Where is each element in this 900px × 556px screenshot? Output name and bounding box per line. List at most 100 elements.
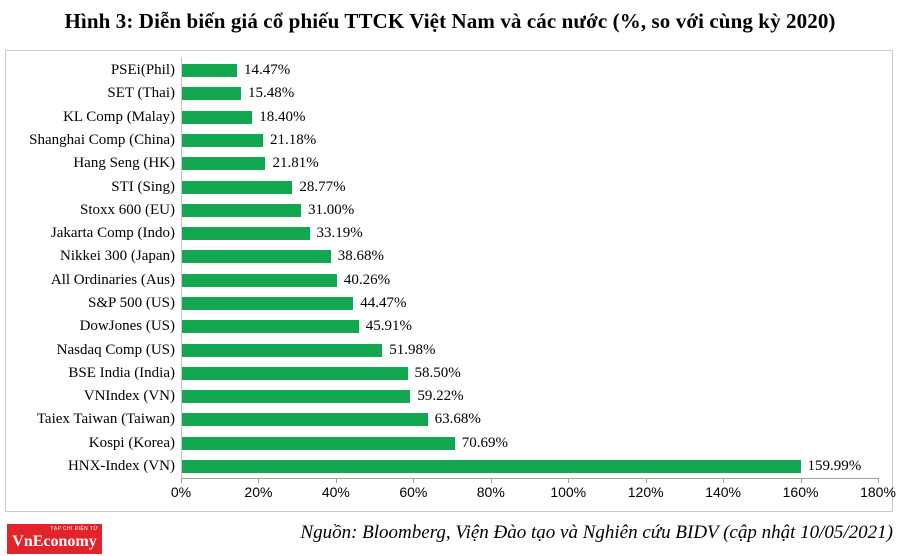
chart-row: Jakarta Comp (Indo) 33.19% bbox=[6, 222, 892, 245]
bar-track: 63.68% bbox=[181, 408, 878, 431]
category-label: All Ordinaries (Aus) bbox=[50, 271, 175, 288]
logo-tagline: TẠP CHÍ ĐIỆN TỬ bbox=[50, 526, 98, 532]
chart-row: Shanghai Comp (China) 21.18% bbox=[6, 129, 892, 152]
x-tick-label: 40% bbox=[321, 484, 350, 500]
chart-row: DowJones (US) 45.91% bbox=[6, 315, 892, 338]
value-label: 58.50% bbox=[414, 364, 461, 381]
x-tick bbox=[181, 479, 182, 483]
chart-title: Hình 3: Diễn biến giá cổ phiếu TTCK Việt… bbox=[64, 9, 836, 33]
category-label: S&P 500 (US) bbox=[88, 294, 175, 311]
value-label: 44.47% bbox=[360, 294, 407, 311]
bar-track: 40.26% bbox=[181, 269, 878, 292]
value-label: 31.00% bbox=[308, 201, 355, 218]
bar-track: 33.19% bbox=[181, 222, 878, 245]
category-label: Taiex Taiwan (Taiwan) bbox=[36, 411, 175, 428]
chart-rows: PSEi(Phil) 14.47% SET (Thai) 15.48% KL Comp … bbox=[6, 59, 892, 478]
chart-frame: PSEi(Phil) 14.47% SET (Thai) 15.48% KL Comp … bbox=[5, 50, 896, 512]
bar-track: 38.68% bbox=[181, 245, 878, 268]
bar-track: 70.69% bbox=[181, 432, 878, 455]
bar-track: 21.81% bbox=[181, 152, 878, 175]
x-tick bbox=[335, 479, 337, 483]
bar-track: 28.77% bbox=[181, 175, 878, 198]
chart-row: BSE India (India) 58.50% bbox=[6, 362, 892, 385]
x-tick-label: 60% bbox=[399, 484, 428, 500]
x-tick-label: 180% bbox=[860, 484, 896, 500]
bar bbox=[181, 366, 408, 380]
category-label: Kospi (Korea) bbox=[88, 434, 175, 451]
x-tick bbox=[723, 479, 725, 483]
x-tick bbox=[568, 479, 570, 483]
x-axis-line bbox=[181, 478, 879, 479]
value-label: 63.68% bbox=[434, 411, 481, 428]
chart-row: Stoxx 600 (EU) 31.00% bbox=[6, 199, 892, 222]
value-label: 51.98% bbox=[389, 341, 436, 358]
value-label: 159.99% bbox=[807, 457, 862, 474]
value-label: 59.22% bbox=[417, 388, 464, 405]
logo-text: VnEconomy bbox=[12, 533, 97, 550]
x-tick bbox=[800, 479, 802, 483]
chart-row: HNX-Index (VN) 159.99% bbox=[6, 455, 892, 478]
bar bbox=[181, 343, 383, 357]
bar bbox=[181, 296, 354, 310]
chart-row: Nasdaq Comp (US) 51.98% bbox=[6, 338, 892, 361]
value-label: 38.68% bbox=[337, 248, 385, 265]
bar bbox=[181, 110, 253, 124]
chart-row: All Ordinaries (Aus) 40.26% bbox=[6, 269, 892, 292]
category-label: KL Comp (Malay) bbox=[63, 108, 175, 125]
x-tick-label: 120% bbox=[627, 484, 664, 500]
x-tick bbox=[258, 479, 260, 483]
bar bbox=[181, 133, 263, 147]
value-label: 70.69% bbox=[461, 434, 508, 451]
x-tick-label: 100% bbox=[550, 484, 587, 500]
x-tick-label: 160% bbox=[782, 484, 819, 500]
bar bbox=[181, 64, 238, 78]
chart-row: PSEi(Phil) 14.47% bbox=[6, 59, 892, 82]
chart-row: Kospi (Korea) 70.69% bbox=[6, 432, 892, 455]
bar-track: 21.18% bbox=[181, 129, 878, 152]
bar-track: 51.98% bbox=[181, 338, 878, 361]
chart-row: SET (Thai) 15.48% bbox=[6, 82, 892, 105]
category-label: VNIndex (VN) bbox=[83, 388, 175, 405]
bar bbox=[181, 157, 266, 171]
value-label: 21.18% bbox=[270, 131, 317, 148]
bar bbox=[181, 459, 801, 473]
bar bbox=[181, 250, 331, 264]
bar bbox=[181, 436, 455, 450]
category-label: Nasdaq Comp (US) bbox=[56, 341, 175, 358]
category-label: Jakarta Comp (Indo) bbox=[50, 225, 175, 242]
x-tick bbox=[413, 479, 415, 483]
chart-row: Taiex Taiwan (Taiwan) 63.68% bbox=[6, 408, 892, 431]
bar-track: 44.47% bbox=[181, 292, 878, 315]
bar bbox=[181, 203, 302, 217]
bar-track: 59.22% bbox=[181, 385, 878, 408]
bar-track: 58.50% bbox=[181, 362, 878, 385]
value-label: 21.81% bbox=[272, 155, 319, 172]
value-label: 28.77% bbox=[299, 178, 346, 195]
bar bbox=[181, 227, 310, 241]
category-label: PSEi(Phil) bbox=[110, 62, 175, 79]
value-label: 18.40% bbox=[259, 108, 306, 125]
chart-row: S&P 500 (US) 44.47% bbox=[6, 292, 892, 315]
value-label: 14.47% bbox=[244, 62, 291, 79]
x-tick-label: 140% bbox=[705, 484, 742, 500]
category-label: Hang Seng (HK) bbox=[73, 155, 175, 172]
bar-track: 14.47% bbox=[181, 59, 878, 82]
category-label: BSE India (India) bbox=[68, 364, 175, 381]
category-label: Shanghai Comp (China) bbox=[29, 131, 175, 148]
x-tick bbox=[878, 479, 879, 483]
x-axis-labels: 0% 20% 40% 60% 80% 100% 120% 140% 160% 180% bbox=[171, 484, 896, 502]
chart-row: KL Comp (Malay) 18.40% bbox=[6, 106, 892, 129]
vneconomy-logo: TẠP CHÍ ĐIỆN TỬ VnEconomy bbox=[7, 524, 102, 554]
category-label: SET (Thai) bbox=[107, 85, 175, 102]
value-label: 15.48% bbox=[247, 85, 295, 102]
category-label: STI (Sing) bbox=[111, 178, 175, 195]
bar bbox=[181, 390, 411, 404]
x-tick bbox=[490, 479, 492, 483]
bar bbox=[181, 87, 241, 101]
chart-row: Nikkei 300 (Japan) 38.68% bbox=[6, 245, 892, 268]
source-note: Nguồn: Bloomberg, Viện Đào tạo và Nghiên… bbox=[300, 522, 893, 543]
category-label: Stoxx 600 (EU) bbox=[80, 201, 175, 218]
x-tick-label: 80% bbox=[476, 484, 505, 500]
bar-track: 31.00% bbox=[181, 199, 878, 222]
